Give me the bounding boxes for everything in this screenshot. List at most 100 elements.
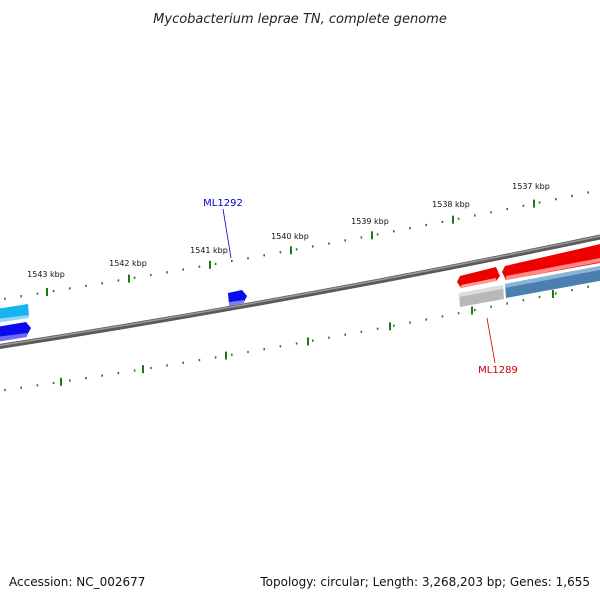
outer-minor-tick [117, 279, 120, 282]
gene-label-ml1289: ML1289 [478, 365, 518, 376]
outer-minor-tick [360, 236, 363, 239]
inner-minor-tick [182, 361, 184, 364]
inner-major-tick [471, 306, 473, 315]
inner-minor-tick [312, 339, 314, 342]
summary-label: Topology: circular; Length: 3,268,203 bp… [259, 575, 590, 589]
inner-minor-tick [279, 345, 282, 348]
scale-label-1543: 1543 kbp [27, 270, 65, 279]
inner-minor-tick [133, 369, 136, 372]
outer-minor-tick [133, 276, 136, 279]
outer-minor-tick [376, 233, 379, 236]
inner-minor-tick [457, 312, 460, 315]
inner-minor-tick [295, 342, 298, 345]
outer-minor-tick [409, 227, 411, 230]
inner-minor-tick [247, 350, 249, 354]
inner-minor-tick [101, 374, 103, 377]
inner-minor-tick [522, 299, 525, 302]
outer-minor-tick [101, 282, 103, 285]
outer-minor-tick [4, 297, 6, 300]
outer-major-tick [128, 274, 130, 283]
outer-minor-tick [231, 259, 233, 263]
outer-minor-tick [36, 292, 39, 295]
outer-minor-tick [441, 220, 444, 223]
inner-minor-tick [393, 324, 395, 327]
gene-feature-red-long[interactable] [502, 243, 600, 280]
inner-minor-tick [474, 308, 476, 312]
inner-major-tick [552, 290, 554, 298]
outer-minor-tick [474, 214, 476, 217]
inner-minor-tick [4, 388, 6, 392]
outer-minor-tick [20, 295, 22, 298]
inner-minor-tick [231, 353, 233, 356]
inner-major-tick [225, 351, 227, 360]
scale-label-1539: 1539 kbp [351, 217, 389, 226]
inner-minor-tick [214, 356, 217, 359]
outer-minor-tick [279, 251, 282, 254]
outer-minor-tick [247, 257, 249, 260]
outer-minor-tick [344, 239, 346, 242]
outer-major-tick [209, 260, 211, 269]
outer-minor-tick [150, 273, 152, 277]
gene-features [0, 243, 600, 342]
inner-minor-tick [150, 366, 152, 370]
gene-label-ml1289-group: ML1289 [478, 317, 518, 376]
outer-minor-tick [328, 242, 330, 245]
outer-minor-tick [214, 262, 217, 265]
outer-minor-tick [490, 211, 492, 214]
inner-tick-ring [4, 285, 589, 392]
gene-label-ml1292: ML1292 [203, 198, 243, 209]
accession-label: Accession: NC_002677 [9, 575, 145, 589]
outer-tick-ring [4, 191, 589, 300]
outer-minor-tick [52, 290, 55, 293]
inner-minor-tick [490, 305, 492, 308]
outer-minor-tick [312, 245, 314, 248]
outer-minor-tick [182, 268, 184, 271]
inner-minor-tick [555, 292, 557, 295]
outer-minor-tick [166, 271, 168, 274]
inner-major-tick [389, 322, 391, 331]
inner-minor-tick [20, 386, 22, 389]
map-title: Mycobacterium leprae TN, complete genome [153, 12, 447, 27]
inner-minor-tick [587, 285, 589, 288]
outer-minor-tick [457, 217, 460, 220]
outer-minor-tick [425, 223, 427, 227]
outer-major-tick [290, 246, 292, 255]
scale-labels: 1537 kbp 1538 kbp 1539 kbp 1540 kbp 1541… [27, 182, 550, 279]
inner-minor-tick [85, 377, 87, 380]
inner-minor-tick [425, 318, 427, 321]
inner-minor-tick [198, 359, 201, 362]
outer-minor-tick [85, 284, 87, 287]
inner-minor-tick [376, 327, 379, 330]
inner-minor-tick [263, 348, 265, 351]
gene-label-ml1292-group: ML1292 [203, 198, 243, 259]
gene-feature-red-small[interactable] [457, 267, 500, 288]
inner-major-tick [60, 377, 62, 386]
inner-minor-tick [36, 384, 39, 387]
inner-major-tick [307, 337, 309, 346]
inner-minor-tick [571, 289, 573, 292]
genome-backbone [0, 234, 600, 349]
outer-minor-tick [587, 191, 589, 194]
outer-major-tick [533, 199, 535, 208]
scale-label-1537: 1537 kbp [512, 182, 550, 191]
inner-minor-tick [69, 379, 71, 382]
scale-label-1542: 1542 kbp [109, 259, 147, 268]
outer-major-tick [452, 215, 454, 224]
inner-minor-tick [360, 330, 363, 333]
outer-minor-tick [393, 230, 395, 233]
outer-minor-tick [69, 287, 71, 290]
inner-minor-tick [506, 302, 508, 305]
inner-minor-tick [538, 295, 541, 298]
scale-label-1538: 1538 kbp [432, 200, 470, 209]
inner-major-tick [142, 365, 144, 374]
inner-minor-tick [328, 336, 330, 339]
inner-minor-tick [441, 315, 444, 318]
inner-minor-tick [117, 372, 120, 375]
outer-minor-tick [263, 254, 265, 257]
outer-major-tick [46, 288, 48, 296]
outer-minor-tick [295, 248, 298, 251]
inner-minor-tick [409, 321, 411, 324]
outer-minor-tick [198, 265, 201, 268]
outer-minor-tick [571, 194, 573, 197]
